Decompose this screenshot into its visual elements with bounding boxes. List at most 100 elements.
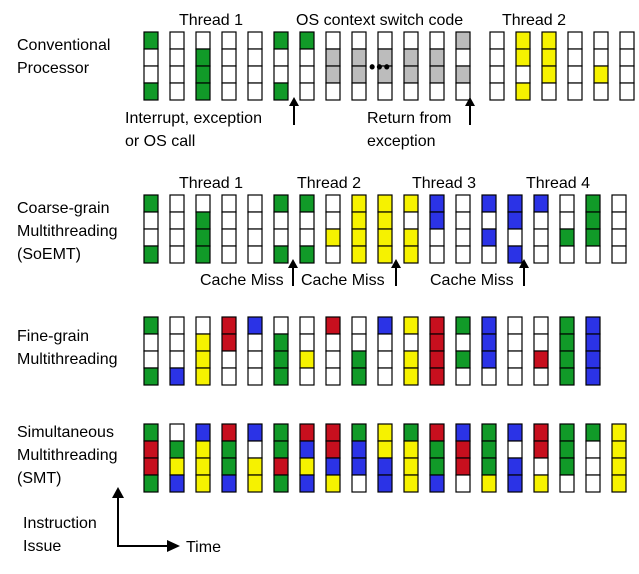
issue-slot xyxy=(195,194,211,213)
issue-slot xyxy=(559,440,575,459)
issue-slot xyxy=(351,440,367,459)
issue-column xyxy=(611,423,627,493)
issue-slot xyxy=(403,82,419,101)
header-cg-thread-1: Thread 1 xyxy=(179,175,244,192)
issue-slot xyxy=(299,333,315,352)
issue-column xyxy=(143,423,159,493)
issue-slot xyxy=(515,31,531,50)
issue-slot xyxy=(143,211,159,230)
issue-slot xyxy=(221,48,237,67)
issue-slot xyxy=(533,457,549,476)
issue-slot xyxy=(273,367,289,386)
issue-slot xyxy=(403,440,419,459)
issue-column xyxy=(559,316,575,386)
row-label-coarse-grain: Coarse-grain Multithreading (SoEMT) xyxy=(17,200,118,263)
issue-slot xyxy=(489,65,505,84)
issue-slot xyxy=(195,65,211,84)
issue-slot xyxy=(429,333,445,352)
issue-slot xyxy=(481,350,497,369)
issue-slot xyxy=(481,228,497,247)
issue-slot xyxy=(169,474,185,493)
row-label-simultaneous: Simultaneous Multithreading (SMT) xyxy=(17,424,118,487)
header-os-switch: OS context switch code xyxy=(296,12,464,29)
issue-slot xyxy=(143,31,159,50)
issue-slot xyxy=(247,245,263,264)
issue-slot xyxy=(273,245,289,264)
issue-slot xyxy=(195,423,211,442)
issue-slot xyxy=(515,82,531,101)
issue-slot xyxy=(325,350,341,369)
issue-slot xyxy=(377,31,393,50)
issue-slot xyxy=(221,423,237,442)
issue-slot xyxy=(247,350,263,369)
issue-slot xyxy=(143,48,159,67)
issue-slot xyxy=(481,194,497,213)
issue-slot xyxy=(507,474,523,493)
issue-slot xyxy=(247,440,263,459)
issue-slot xyxy=(455,316,471,335)
issue-slot xyxy=(273,474,289,493)
issue-slot xyxy=(507,440,523,459)
issue-column xyxy=(533,194,549,264)
issue-column xyxy=(429,423,445,493)
issue-slot xyxy=(299,440,315,459)
issue-slot xyxy=(195,440,211,459)
issue-slot xyxy=(351,245,367,264)
issue-slot xyxy=(481,440,497,459)
issue-column xyxy=(377,423,393,493)
issue-slot xyxy=(533,474,549,493)
issue-slot xyxy=(169,350,185,369)
issue-slot xyxy=(585,211,601,230)
issue-slot xyxy=(247,316,263,335)
issue-slot xyxy=(247,457,263,476)
issue-slot xyxy=(507,245,523,264)
issue-slot xyxy=(247,474,263,493)
issue-slot xyxy=(273,316,289,335)
issue-column xyxy=(325,423,341,493)
issue-slot xyxy=(221,474,237,493)
issue-slot xyxy=(221,245,237,264)
issue-slot xyxy=(567,65,583,84)
issue-slot xyxy=(507,211,523,230)
issue-slot xyxy=(559,423,575,442)
issue-slot xyxy=(195,211,211,230)
issue-slot xyxy=(299,82,315,101)
annotation-interrupt: Interrupt, exception or OS call xyxy=(125,110,262,150)
issue-column xyxy=(403,194,419,264)
issue-slot xyxy=(169,245,185,264)
axis-arrows xyxy=(112,487,180,552)
issue-column xyxy=(541,31,557,101)
issue-slot xyxy=(325,31,341,50)
issue-column xyxy=(351,194,367,264)
grid-coarse-grain xyxy=(143,194,627,264)
header-cg-thread-3: Thread 3 xyxy=(412,175,477,192)
issue-slot xyxy=(455,423,471,442)
issue-slot xyxy=(403,194,419,213)
issue-slot xyxy=(247,367,263,386)
issue-slot xyxy=(169,457,185,476)
issue-slot xyxy=(619,82,635,101)
issue-slot xyxy=(377,316,393,335)
issue-slot xyxy=(541,65,557,84)
cache-miss-arrow-1 xyxy=(288,259,298,286)
issue-slot xyxy=(273,65,289,84)
issue-slot xyxy=(455,48,471,67)
issue-slot xyxy=(593,82,609,101)
issue-column xyxy=(195,194,211,264)
issue-slot xyxy=(351,228,367,247)
issue-slot xyxy=(567,31,583,50)
issue-column xyxy=(567,31,583,101)
issue-slot xyxy=(455,245,471,264)
issue-slot xyxy=(481,474,497,493)
issue-slot xyxy=(143,228,159,247)
issue-slot xyxy=(515,48,531,67)
issue-slot xyxy=(611,474,627,493)
issue-slot xyxy=(325,211,341,230)
issue-slot xyxy=(377,457,393,476)
issue-slot xyxy=(247,333,263,352)
issue-slot xyxy=(299,194,315,213)
issue-column xyxy=(489,31,505,101)
issue-slot xyxy=(429,423,445,442)
issue-column xyxy=(273,31,289,101)
issue-slot xyxy=(377,423,393,442)
